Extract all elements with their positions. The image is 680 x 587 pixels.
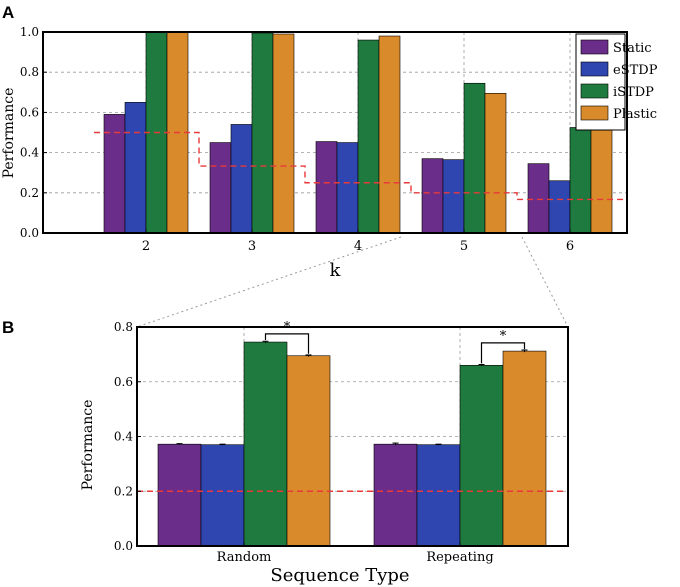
panel-label: A [2, 3, 14, 22]
bar-static [527, 163, 550, 234]
bar-istdp [251, 32, 274, 234]
legend: Static eSTDP iSTDP Plastic [575, 33, 658, 131]
bar-estdp [336, 142, 359, 234]
y-tick-label: 0.0 [20, 226, 39, 240]
bar-static [315, 141, 338, 234]
bar-static [209, 142, 232, 234]
bar-estdp [442, 159, 465, 234]
legend-swatch-static [580, 39, 609, 55]
bar-istdp [463, 82, 486, 234]
bar-plastic [272, 33, 295, 234]
legend-swatch-estdp [580, 61, 609, 77]
bar-istdp [569, 127, 592, 234]
bar-estdp [124, 102, 147, 234]
bar-plastic [484, 93, 507, 234]
legend-label-static: Static [613, 41, 652, 56]
legend-label-plastic: Plastic [613, 107, 657, 122]
x-tick-label: 4 [354, 239, 362, 254]
bar-estdp [230, 124, 253, 234]
bar-plastic [502, 350, 547, 547]
bar-plastic [590, 124, 613, 234]
bar-static [373, 443, 418, 547]
significance-star: * [500, 329, 507, 344]
y-axis-title: Performance [1, 88, 17, 179]
x-tick-label: Repeating [426, 550, 493, 565]
bar-istdp [357, 39, 380, 234]
legend-label-istdp: iSTDP [613, 85, 654, 100]
panel-a: 0.0 0.2 0.4 0.6 0.8 1.0 2 3 4 5 6 k Performance A Stat… [1, 3, 658, 281]
bar-istdp [459, 365, 504, 547]
bracket-line [264, 333, 310, 354]
plot-frame [42, 31, 628, 234]
y-tick-label: 0.6 [20, 105, 39, 119]
y-tick-label: 0.2 [20, 186, 39, 200]
y-tick-label: 0.4 [114, 430, 133, 444]
bar-plastic [378, 35, 401, 234]
y-tick-label: 1.0 [20, 25, 39, 39]
bar-plastic [286, 355, 331, 547]
zoom-connector-line [136, 236, 402, 328]
legend-swatch-plastic [580, 105, 609, 121]
y-tick-label: 0.8 [20, 65, 39, 79]
bar-estdp [548, 180, 571, 234]
significance-bracket: * [480, 329, 526, 364]
x-tick-label: 6 [566, 239, 574, 254]
bar-istdp [243, 341, 288, 547]
bracket-line [480, 342, 526, 364]
y-tick-label: 0.6 [114, 375, 133, 389]
legend-label-estdp: eSTDP [613, 63, 658, 78]
x-axis-title: Sequence Type [270, 565, 409, 586]
y-axis-title: Performance [80, 400, 96, 491]
x-tick-label: 3 [248, 239, 256, 254]
x-tick-label: 2 [142, 239, 150, 254]
x-tick-label: 5 [460, 239, 468, 254]
zoom-connector-line [521, 236, 569, 328]
y-tick-label: 0.8 [114, 320, 133, 334]
x-tick-label: Random [217, 550, 272, 565]
y-tick-label: 0.0 [114, 539, 133, 553]
bar-estdp [200, 444, 245, 547]
x-axis-title: k [330, 260, 342, 281]
chance-line [94, 131, 624, 201]
bar-static [157, 443, 202, 547]
y-tick-label: 0.4 [20, 146, 39, 160]
y-tick-label: 0.2 [114, 484, 133, 498]
zoom-connectors [136, 236, 569, 328]
bar-estdp [416, 444, 461, 547]
panel-label: B [2, 318, 14, 337]
legend-swatch-istdp [580, 83, 609, 99]
bar-static [421, 158, 444, 234]
